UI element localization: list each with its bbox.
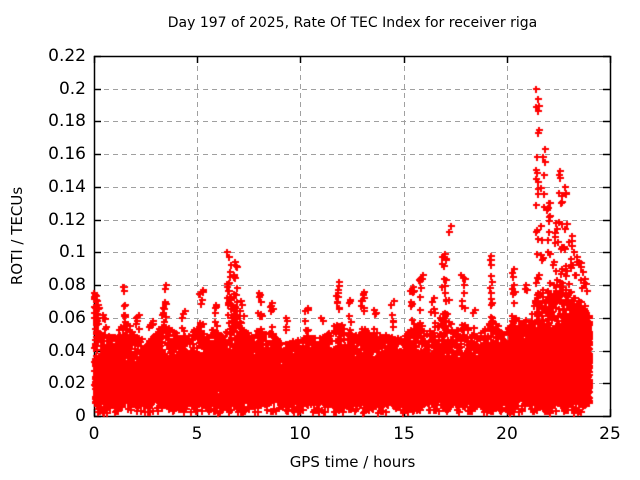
y-tick-label: 0.2	[58, 79, 86, 99]
y-tick-label: 0.08	[48, 275, 86, 295]
y-tick-label: 0.1	[58, 242, 86, 262]
y-tick-label: 0.04	[48, 341, 86, 361]
y-tick-label: 0.12	[48, 210, 86, 230]
x-tick-label: 20	[496, 424, 518, 444]
y-tick-label: 0.18	[48, 111, 86, 131]
x-axis-label: GPS time / hours	[289, 453, 416, 471]
x-tick-label: 5	[191, 424, 203, 444]
y-tick-label: 0.22	[48, 46, 86, 66]
y-tick-label: 0.06	[48, 308, 86, 328]
x-tick-label: 10	[289, 424, 311, 444]
chart-title: Day 197 of 2025, Rate Of TEC Index for r…	[167, 15, 538, 31]
x-tick-label: 25	[599, 424, 621, 444]
x-tick-label: 15	[393, 424, 415, 444]
x-tick-label: 0	[88, 424, 100, 444]
y-tick-label: 0	[75, 406, 86, 426]
y-tick-label: 0.02	[48, 373, 86, 393]
y-tick-label: 0.14	[48, 177, 86, 197]
y-axis-label: ROTI / TECUs	[8, 186, 26, 286]
y-tick-label: 0.16	[48, 144, 86, 164]
